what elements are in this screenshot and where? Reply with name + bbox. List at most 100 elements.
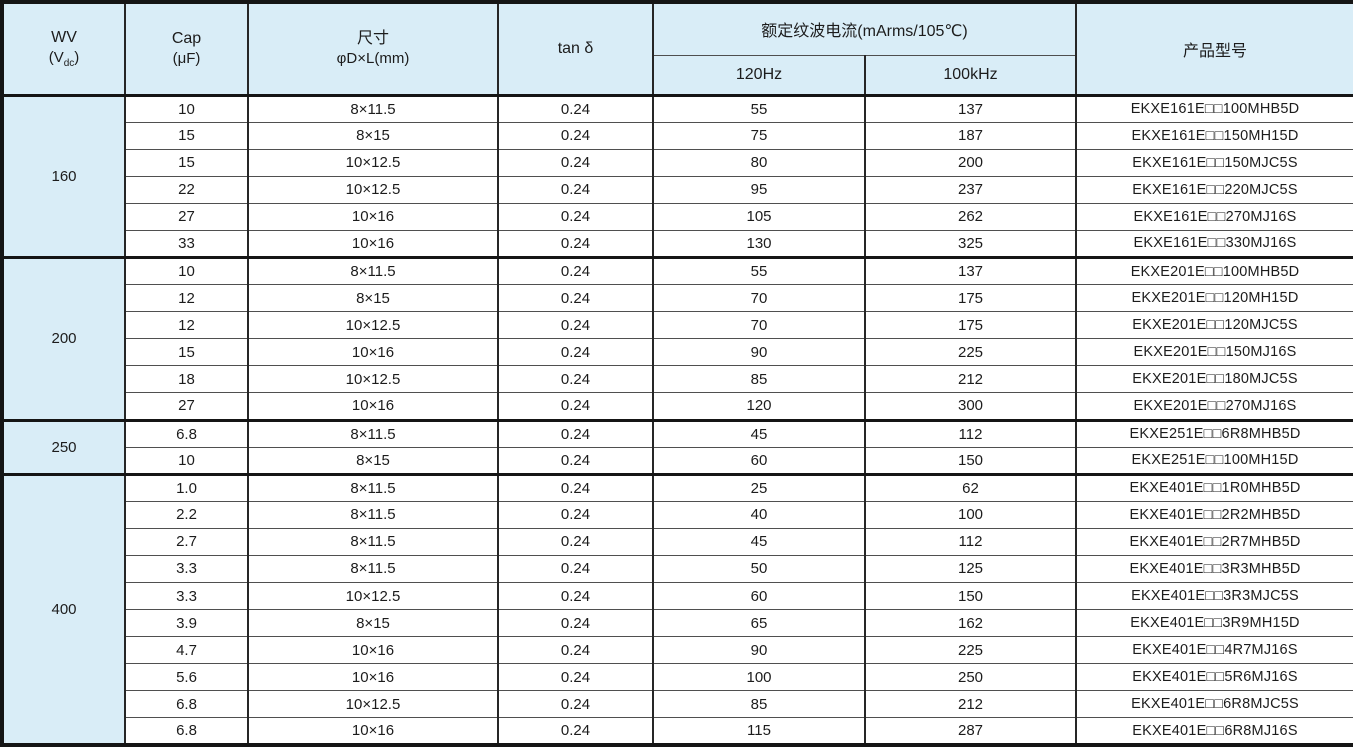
cap-cell: 27 — [124, 202, 249, 231]
ripple-100khz-cell: 112 — [864, 419, 1077, 448]
ripple-120hz-cell: 115 — [652, 717, 866, 746]
part-number-cell: EKXE401E□□2R2MHB5D — [1075, 500, 1353, 529]
tan-cell: 0.24 — [497, 419, 654, 448]
voltage-group-160: 160 10 8×11.5 0.24 55 137 EKXE161E□□100M… — [1, 94, 1353, 259]
ripple-100khz-cell: 200 — [864, 148, 1077, 177]
part-number-cell: EKXE401E□□2R7MHB5D — [1075, 527, 1353, 556]
part-number-cell: EKXE401E□□3R9MH15D — [1075, 609, 1353, 638]
ripple-120hz-cell: 40 — [652, 500, 866, 529]
ripple-120hz-cell: 55 — [652, 94, 866, 123]
tan-cell: 0.24 — [497, 500, 654, 529]
ripple-100khz-cell: 112 — [864, 527, 1077, 556]
cap-cell: 12 — [124, 311, 249, 340]
table-row: 15 10×16 0.24 90 225 EKXE201E□□150MJ16S — [2, 338, 1353, 367]
table-row: 18 10×12.5 0.24 85 212 EKXE201E□□180MJC5… — [2, 365, 1353, 394]
wv-group-cell: 160 — [1, 94, 126, 258]
cap-label: Cap — [171, 29, 202, 47]
part-number-cell: EKXE401E□□3R3MJC5S — [1075, 581, 1353, 611]
tan-cell: 0.24 — [497, 663, 654, 692]
ripple-120hz-cell: 75 — [652, 121, 866, 150]
ripple-120hz-cell: 60 — [652, 446, 866, 475]
ripple-120hz-cell: 80 — [652, 148, 866, 177]
part-number-cell: EKXE161E□□270MJ16S — [1075, 202, 1353, 231]
table-row: 3.3 10×12.5 0.24 60 150 EKXE401E□□3R3MJC… — [2, 581, 1353, 611]
cap-cell: 3.3 — [124, 581, 249, 611]
wv-label: WV — [51, 28, 77, 46]
size-cell: 8×11.5 — [247, 500, 499, 529]
col-header-size: 尺寸 φD×L(mm) — [247, 1, 499, 96]
size-cell: 10×16 — [247, 229, 499, 259]
col-header-ripple-current: 额定纹波电流(mArms/105℃) — [652, 1, 1077, 56]
size-cell: 8×11.5 — [247, 554, 499, 583]
cap-cell: 12 — [124, 284, 249, 313]
col-header-product-number: 产品型号 — [1075, 1, 1353, 96]
size-cell: 8×11.5 — [247, 527, 499, 556]
ripple-120hz-cell: 45 — [652, 527, 866, 556]
cap-cell: 10 — [124, 446, 249, 475]
ripple-100khz-cell: 212 — [864, 365, 1077, 394]
part-number-cell: EKXE201E□□150MJ16S — [1075, 338, 1353, 367]
cap-cell: 2.7 — [124, 527, 249, 556]
ripple-120hz-cell: 130 — [652, 229, 866, 259]
table-row: 6.8 10×16 0.24 115 287 EKXE401E□□6R8MJ16… — [2, 717, 1353, 746]
size-cell: 8×11.5 — [247, 94, 499, 123]
ripple-100khz-cell: 300 — [864, 392, 1077, 421]
table-row: 3.9 8×15 0.24 65 162 EKXE401E□□3R9MH15D — [2, 609, 1353, 638]
tan-cell: 0.24 — [497, 256, 654, 286]
cap-cell: 2.2 — [124, 500, 249, 529]
voltage-group-200: 200 10 8×11.5 0.24 55 137 EKXE201E□□100M… — [1, 256, 1353, 421]
size-cell: 10×12.5 — [247, 581, 499, 611]
ripple-120hz-cell: 55 — [652, 256, 866, 286]
ripple-100khz-cell: 325 — [864, 229, 1077, 259]
ripple-100khz-cell: 125 — [864, 554, 1077, 583]
size-label: 尺寸 — [356, 29, 389, 47]
ripple-120hz-cell: 65 — [652, 609, 866, 638]
ripple-100khz-cell: 250 — [864, 663, 1077, 692]
tan-cell: 0.24 — [497, 175, 654, 204]
size-cell: 10×16 — [247, 717, 499, 746]
size-cell: 8×11.5 — [247, 419, 499, 448]
ripple-120hz-cell: 70 — [652, 284, 866, 313]
ripple-120hz-cell: 50 — [652, 554, 866, 583]
tan-cell: 0.24 — [497, 473, 654, 502]
table-row: 5.6 10×16 0.24 100 250 EKXE401E□□5R6MJ16… — [2, 663, 1353, 692]
wv-group-cell: 250 — [1, 419, 126, 475]
ripple-100khz-cell: 137 — [864, 94, 1077, 123]
wv-unit: (Vdc) — [48, 49, 80, 70]
table-row: 22 10×12.5 0.24 95 237 EKXE161E□□220MJC5… — [2, 175, 1353, 204]
part-number-cell: EKXE161E□□150MJC5S — [1075, 148, 1353, 177]
col-header-120hz: 120Hz — [652, 54, 866, 96]
part-number-cell: EKXE201E□□120MJC5S — [1075, 311, 1353, 340]
table-row: 400 1.0 8×11.5 0.24 25 62 EKXE401E□□1R0M… — [1, 473, 1353, 746]
cap-cell: 6.8 — [124, 717, 249, 746]
tan-cell: 0.24 — [497, 338, 654, 367]
part-number-cell: EKXE161E□□100MHB5D — [1075, 94, 1353, 123]
part-number-cell: EKXE161E□□220MJC5S — [1075, 175, 1353, 204]
cap-cell: 33 — [124, 229, 249, 259]
part-number-cell: EKXE201E□□100MHB5D — [1075, 256, 1353, 286]
tan-cell: 0.24 — [497, 554, 654, 583]
size-cell: 8×15 — [247, 121, 499, 150]
ripple-100khz-cell: 237 — [864, 175, 1077, 204]
ripple-100khz-cell: 187 — [864, 121, 1077, 150]
ripple-100khz-cell: 225 — [864, 636, 1077, 665]
table-row: 27 10×16 0.24 105 262 EKXE161E□□270MJ16S — [2, 202, 1353, 231]
wv-group-cell: 400 — [1, 473, 126, 746]
ripple-100khz-cell: 287 — [864, 717, 1077, 746]
wv-group-cell: 200 — [1, 257, 126, 421]
size-cell: 10×16 — [247, 392, 499, 421]
ripple-120hz-cell: 105 — [652, 202, 866, 231]
table-row: 250 6.8 8×11.5 0.24 45 112 EKXE251E□□6R8… — [1, 419, 1353, 475]
tan-cell: 0.24 — [497, 690, 654, 719]
ripple-120hz-cell: 85 — [652, 365, 866, 394]
tan-cell: 0.24 — [497, 311, 654, 340]
tan-cell: 0.24 — [497, 94, 654, 123]
ripple-120hz-cell: 25 — [652, 473, 866, 502]
col-header-tan-delta: tan δ — [497, 1, 654, 96]
part-number-cell: EKXE401E□□3R3MHB5D — [1075, 554, 1353, 583]
cap-cell: 3.3 — [124, 554, 249, 583]
size-cell: 10×16 — [247, 663, 499, 692]
tan-cell: 0.24 — [497, 365, 654, 394]
table-row: 12 8×15 0.24 70 175 EKXE201E□□120MH15D — [2, 284, 1353, 313]
